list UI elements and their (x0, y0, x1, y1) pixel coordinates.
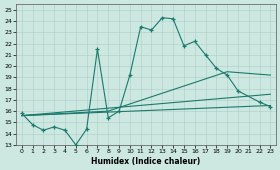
X-axis label: Humidex (Indice chaleur): Humidex (Indice chaleur) (92, 157, 201, 166)
